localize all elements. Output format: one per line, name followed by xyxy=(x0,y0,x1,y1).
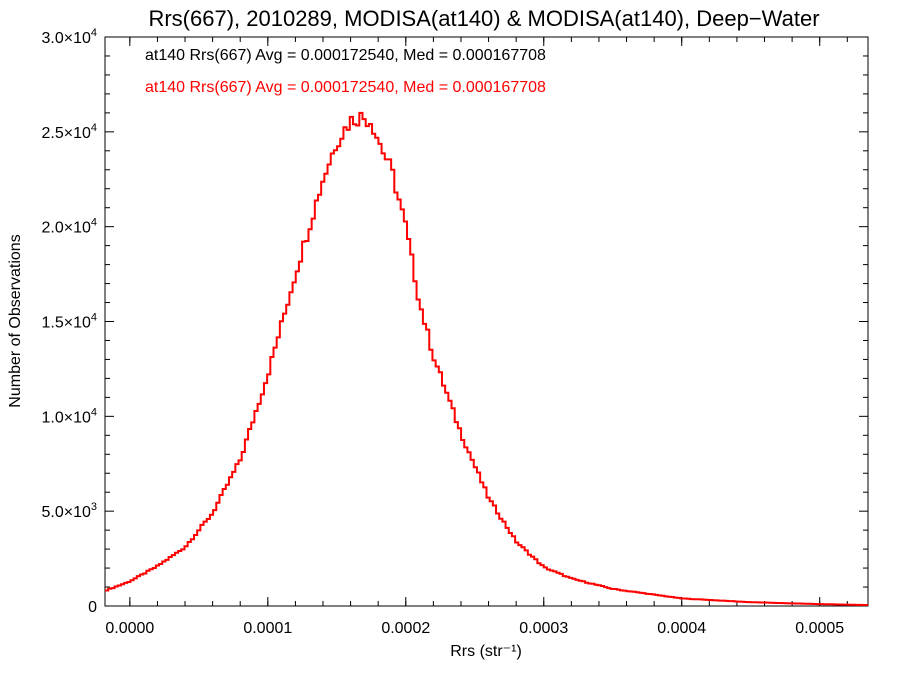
chart-title: Rrs(667), 2010289, MODISA(at140) & MODIS… xyxy=(148,6,819,31)
y-axis-ticks: 0 5.0×103 1.0×104 1.5×104 2.0×104 2.5×104 3.0×… xyxy=(41,27,868,616)
y-tick-label: 3.0×104 xyxy=(41,27,97,47)
y-tick-label: 5.0×103 xyxy=(41,501,97,521)
legend-entry-1: at140 Rrs(667) Avg = 0.000172540, Med = … xyxy=(145,47,546,64)
y-axis-label: Number of Observations xyxy=(7,234,24,407)
plot-frame xyxy=(104,36,869,607)
x-tick-label: 0.0000 xyxy=(105,620,154,637)
y-tick-label: 0 xyxy=(88,599,97,616)
histogram-series-line xyxy=(105,111,868,607)
y-tick-label: 2.5×104 xyxy=(41,122,97,142)
y-tick-label: 2.0×104 xyxy=(41,217,97,237)
x-tick-label: 0.0003 xyxy=(519,620,568,637)
x-tick-label: 0.0005 xyxy=(795,620,844,637)
x-tick-label: 0.0001 xyxy=(243,620,292,637)
legend-entry-2: at140 Rrs(667) Avg = 0.000172540, Med = … xyxy=(145,79,546,96)
x-tick-label: 0.0002 xyxy=(381,620,430,637)
x-axis-label: Rrs (str⁻¹) xyxy=(450,643,522,660)
y-tick-label: 1.5×104 xyxy=(41,312,97,332)
x-tick-label: 0.0004 xyxy=(657,620,706,637)
x-axis-ticks: 0.0000 0.0001 0.0002 0.0003 0.0004 0.0005 xyxy=(105,37,848,637)
y-tick-label: 1.0×104 xyxy=(41,406,97,426)
